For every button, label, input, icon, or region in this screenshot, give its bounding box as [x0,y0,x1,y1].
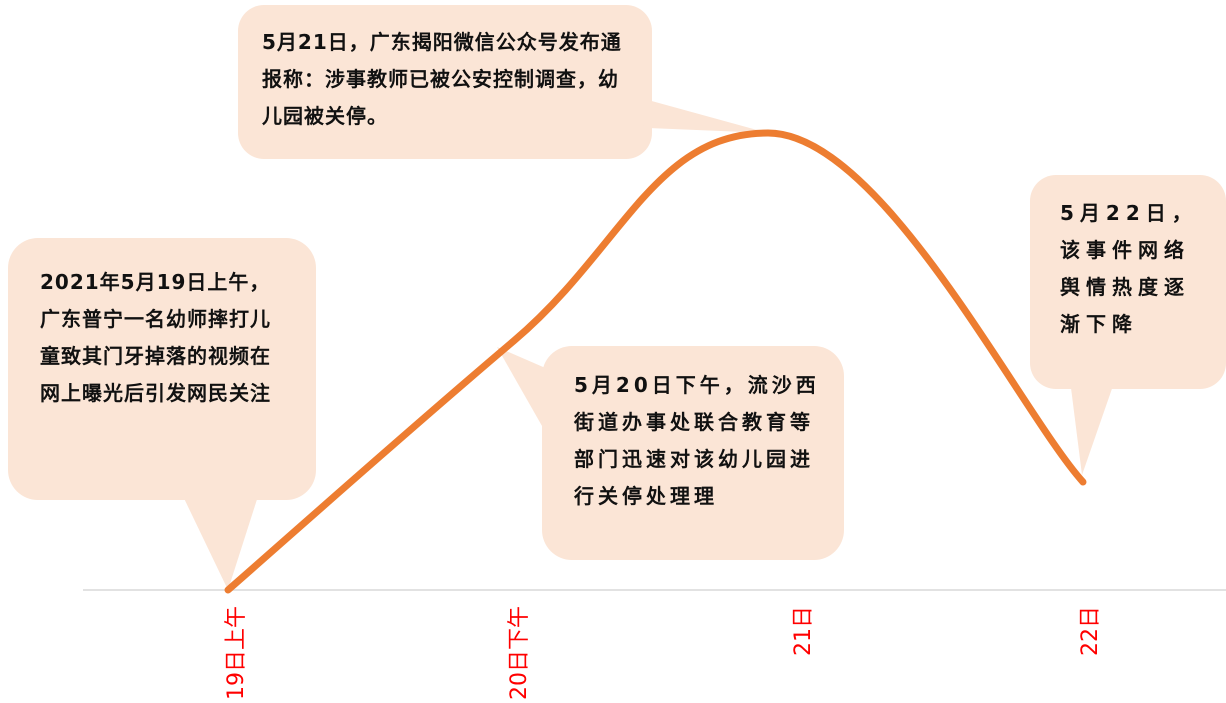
callout-bubble-may20 [497,346,844,560]
x-tick-label-20: 20日下午 [507,606,532,700]
annotation-may21: 5月21日，广东揭阳微信公众号发布通报称：涉事教师已被公安控制调查，幼儿园被关停… [262,30,622,128]
annotation-may22: 5月22日，该事件网络舆情热度逐渐下降 [1060,201,1198,336]
series-line [224,129,1087,594]
x-tick-label-22: 22日 [1078,606,1103,656]
annotation-may19: 2021年5月19日上午，广东普宁一名幼师摔打儿童致其门牙掉落的视频在网上曝光后… [40,270,271,405]
callout-bubble-may22 [1030,175,1226,475]
annotation-may20: 5月20日下午，流沙西街道办事处联合教育等部门迅速对该幼儿园进行关停处理理 [574,373,820,508]
x-tick-label-21: 21日 [791,606,816,656]
x-tick-label-19: 19日上午 [224,606,249,700]
callout-bubble-may21 [238,5,768,159]
callout-bubble-may19 [8,238,316,590]
